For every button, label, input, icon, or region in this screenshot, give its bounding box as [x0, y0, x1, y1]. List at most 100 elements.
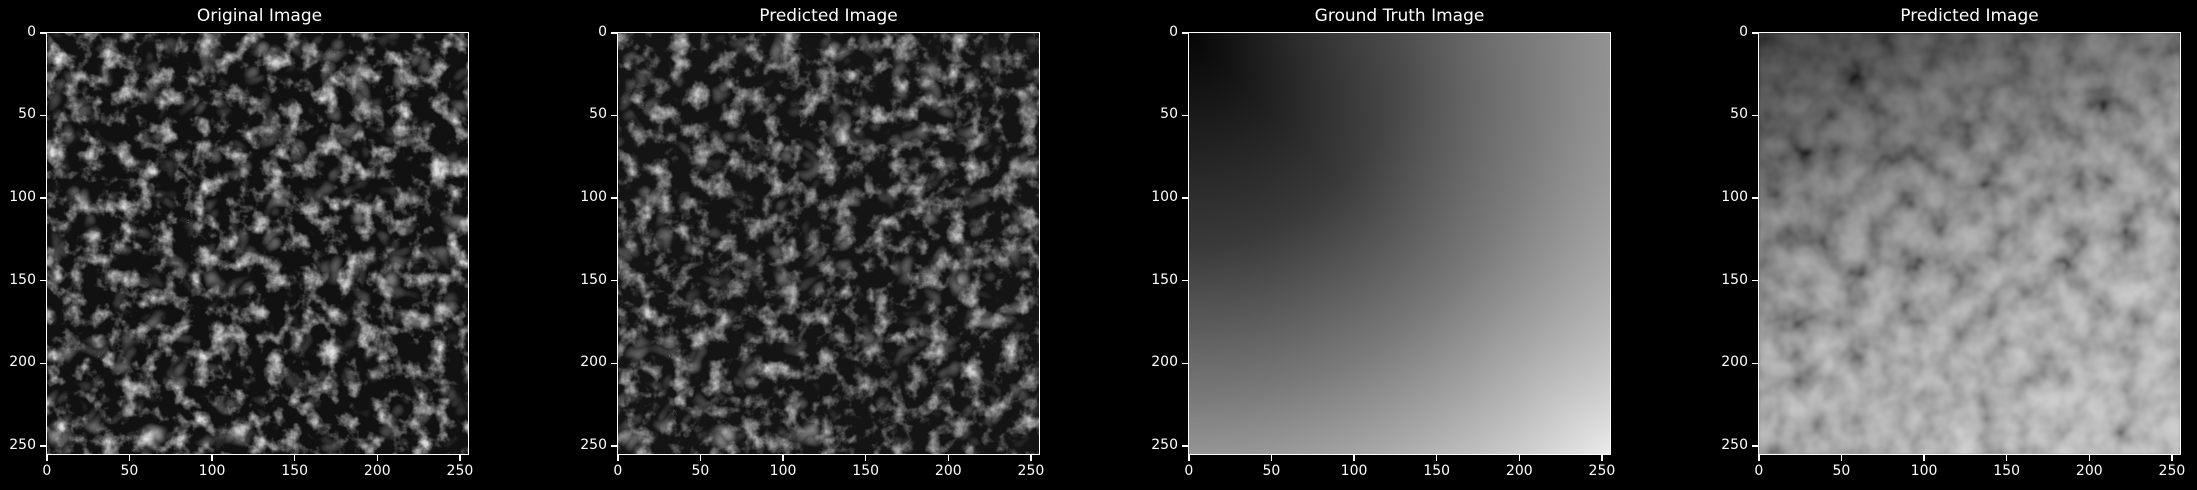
- y-tick-label: 250: [1721, 436, 1748, 453]
- x-tick-mark: [1353, 455, 1355, 461]
- y-tick-label: 100: [1151, 189, 1178, 206]
- y-tick-label: 200: [9, 354, 36, 371]
- x-tick-mark: [699, 455, 702, 461]
- x-tick-label: 250: [1017, 463, 1045, 479]
- ground-truth-image: [1188, 32, 1611, 455]
- x-tick-label: 50: [120, 463, 139, 479]
- y-tick-label: 150: [1721, 271, 1748, 288]
- panel-title: Predicted Image: [759, 6, 898, 26]
- x-tick-label: 0: [1184, 463, 1194, 479]
- y-tick-label: 200: [1721, 354, 1748, 371]
- x-tick-label: 250: [1588, 463, 1616, 479]
- y-tick-label: 100: [1721, 189, 1748, 206]
- y-tick-label: 100: [9, 189, 36, 206]
- y-tick-mark: [1182, 114, 1188, 117]
- y-tick-label: 50: [1730, 106, 1748, 123]
- y-tick-mark: [611, 197, 617, 199]
- y-tick-label: 150: [580, 271, 607, 288]
- x-tick-label: 0: [613, 463, 623, 479]
- y-tick-label: 250: [9, 436, 36, 453]
- x-tick-mark: [46, 455, 48, 461]
- y-tick-mark: [40, 445, 46, 447]
- panel-title: Ground Truth Image: [1314, 6, 1485, 26]
- x-tick-mark: [947, 455, 950, 461]
- x-tick-mark: [459, 455, 461, 461]
- x-tick-mark: [1758, 455, 1760, 461]
- y-tick-mark: [40, 114, 46, 117]
- y-tick-mark: [1752, 279, 1758, 282]
- y-tick-mark: [40, 197, 46, 199]
- y-tick-label: 0: [27, 23, 36, 40]
- x-tick-mark: [211, 455, 213, 461]
- x-tick-mark: [782, 455, 784, 461]
- x-tick-label: 200: [934, 463, 962, 479]
- y-tick-mark: [1182, 445, 1188, 447]
- x-tick-label: 200: [1505, 463, 1533, 479]
- y-tick-mark: [611, 445, 617, 447]
- y-tick-label: 50: [589, 106, 607, 123]
- x-tick-label: 50: [1262, 463, 1281, 479]
- y-tick-mark: [611, 114, 617, 117]
- y-tick-label: 200: [1151, 354, 1178, 371]
- y-tick-label: 100: [580, 189, 607, 206]
- x-tick-mark: [2088, 455, 2091, 461]
- panel-ground-truth: Ground Truth Image 0 0 50 50 100 100 150 150 200…: [1141, 0, 1661, 490]
- x-tick-label: 100: [1910, 463, 1938, 479]
- x-tick-label: 150: [852, 463, 880, 479]
- x-tick-label: 50: [1832, 463, 1851, 479]
- panel-predicted-1: Predicted Image 0 0 50 50 100 100 150 150 200 200…: [571, 0, 1091, 490]
- x-tick-mark: [1188, 455, 1190, 461]
- x-tick-mark: [1030, 455, 1032, 461]
- x-tick-mark: [1601, 455, 1603, 461]
- y-tick-mark: [611, 32, 617, 34]
- panel-predicted-2: Predicted Image 0 0 50 50 100 100 150 150 200 200…: [1712, 0, 2197, 490]
- y-tick-mark: [1182, 362, 1188, 365]
- y-tick-mark: [1752, 445, 1758, 447]
- x-tick-mark: [376, 455, 379, 461]
- predicted-image-2: [1758, 32, 2181, 455]
- y-tick-label: 0: [598, 23, 607, 40]
- x-tick-mark: [1840, 455, 1843, 461]
- x-tick-label: 200: [2075, 463, 2103, 479]
- x-tick-label: 50: [691, 463, 710, 479]
- y-tick-mark: [1182, 279, 1188, 282]
- y-tick-label: 250: [1151, 436, 1178, 453]
- x-tick-mark: [1270, 455, 1273, 461]
- x-tick-mark: [1923, 455, 1925, 461]
- y-tick-mark: [611, 279, 617, 282]
- x-tick-mark: [128, 455, 131, 461]
- panel-original: Original Image 0 0 50 50 100 100 150 150 200 200 2…: [0, 0, 520, 490]
- x-tick-mark: [617, 455, 619, 461]
- y-tick-label: 0: [1739, 23, 1748, 40]
- x-tick-mark: [2171, 455, 2173, 461]
- y-tick-mark: [40, 279, 46, 282]
- x-tick-mark: [1435, 455, 1438, 461]
- y-tick-label: 250: [580, 436, 607, 453]
- y-tick-mark: [1182, 197, 1188, 199]
- y-tick-mark: [40, 362, 46, 365]
- y-tick-mark: [1752, 197, 1758, 199]
- y-tick-label: 50: [18, 106, 36, 123]
- y-tick-mark: [1182, 32, 1188, 34]
- y-tick-mark: [1752, 114, 1758, 117]
- x-tick-label: 100: [198, 463, 226, 479]
- y-tick-label: 150: [1151, 271, 1178, 288]
- x-tick-label: 100: [1340, 463, 1368, 479]
- x-tick-mark: [2005, 455, 2008, 461]
- x-tick-label: 200: [363, 463, 391, 479]
- x-tick-label: 150: [281, 463, 309, 479]
- x-tick-mark: [293, 455, 296, 461]
- y-tick-label: 200: [580, 354, 607, 371]
- y-tick-label: 50: [1160, 106, 1178, 123]
- x-tick-label: 250: [446, 463, 474, 479]
- x-tick-label: 150: [1993, 463, 2021, 479]
- y-tick-mark: [1752, 32, 1758, 34]
- original-image: [46, 32, 469, 455]
- y-tick-mark: [611, 362, 617, 365]
- panel-title: Original Image: [196, 6, 323, 26]
- y-tick-label: 150: [9, 271, 36, 288]
- y-tick-mark: [40, 32, 46, 34]
- x-tick-label: 0: [42, 463, 52, 479]
- x-tick-mark: [864, 455, 867, 461]
- y-tick-mark: [1752, 362, 1758, 365]
